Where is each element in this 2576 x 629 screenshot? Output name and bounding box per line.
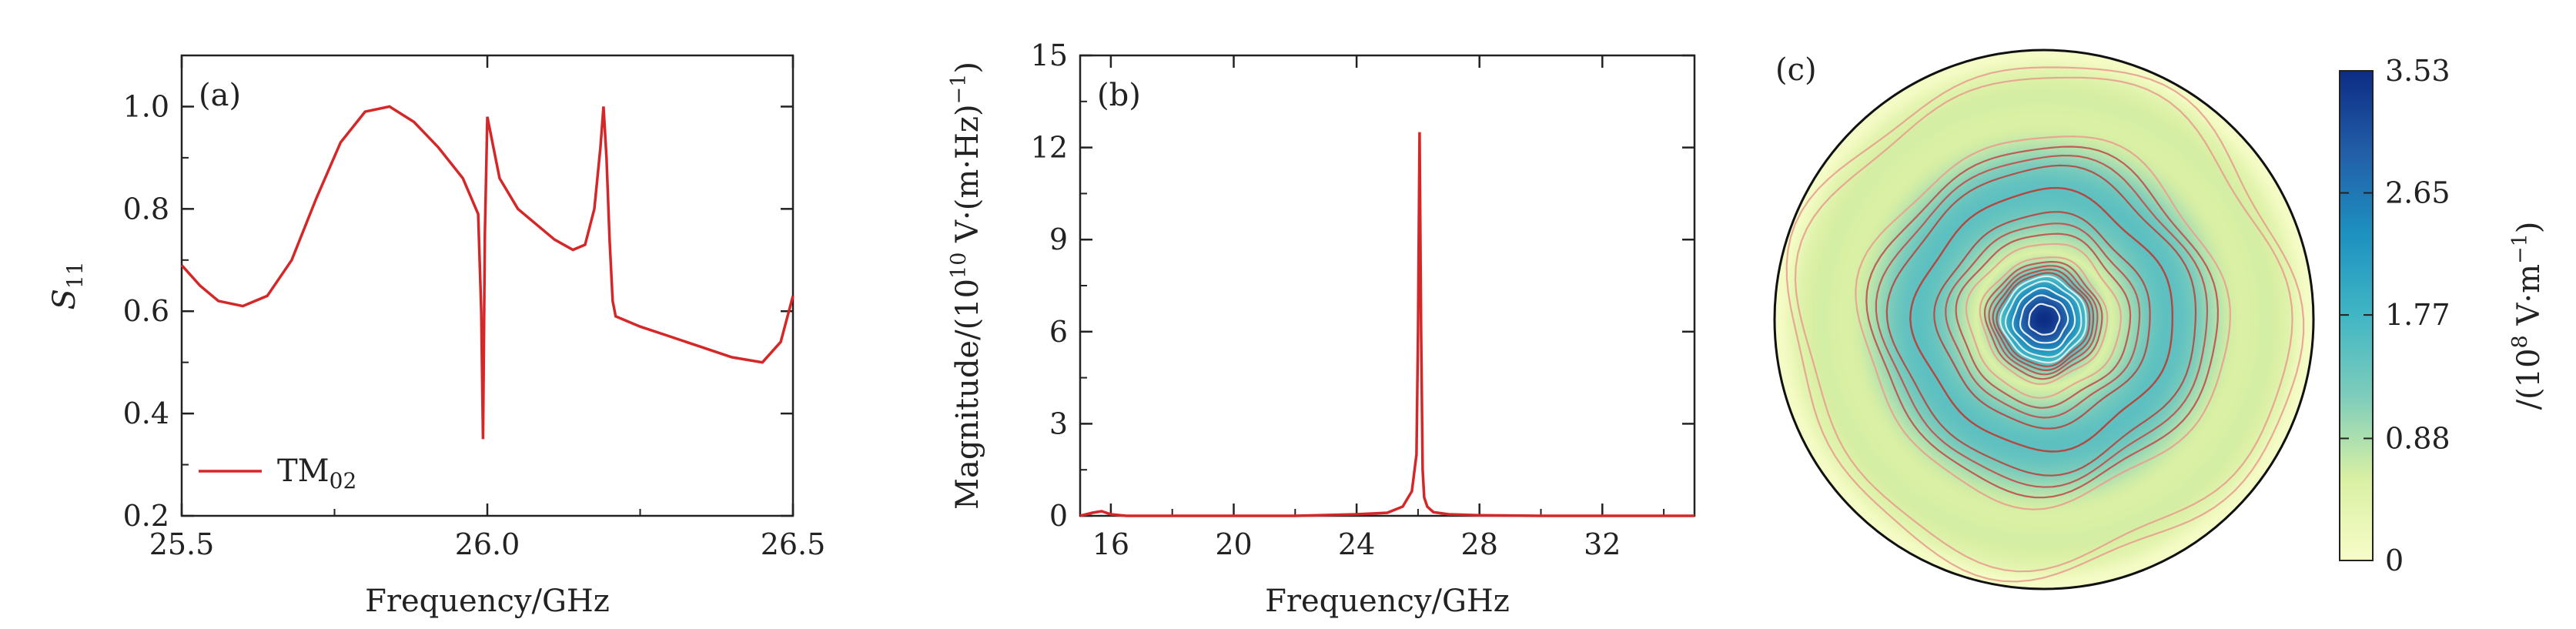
colorbar: 0 0.88 1.77 2.65 3.53 /(108 V·m−1)	[2339, 54, 2547, 577]
x-tick-label: 26.5	[761, 527, 826, 561]
panel-c-field-disk	[1775, 50, 2313, 589]
contour-line	[1794, 76, 2293, 573]
panel-a-y-axis-label: S11	[47, 261, 88, 309]
panel-b-x-ticks: 16 20 24 28 32	[1092, 55, 1665, 561]
colorbar-ticks: 0 0.88 1.77 2.65 3.53	[2340, 54, 2451, 577]
y-tick-label: 9	[1049, 222, 1068, 256]
colorbar-tick-label: 1.77	[2385, 298, 2451, 332]
contour-line	[2005, 280, 2083, 358]
y-tick-label: 0.2	[123, 499, 169, 533]
panel-b-y-ticks: 0 3 6 9 12 15	[1031, 38, 1694, 533]
contour-line	[1875, 155, 2209, 488]
x-tick-label: 26.0	[455, 527, 520, 561]
contour-line	[2019, 294, 2069, 344]
panel-a-x-ticks: 25.5 26.0 26.5	[149, 55, 826, 561]
x-tick-label: 16	[1092, 527, 1129, 561]
panel-c-disk-border	[1773, 49, 2315, 591]
y-tick-label: 0.6	[123, 294, 169, 328]
y-tick-label: 1.0	[123, 89, 169, 123]
legend-label: TM02	[277, 453, 356, 493]
x-tick-label: 25.5	[149, 527, 215, 561]
panel-b-x-axis-label: Frequency/GHz	[1265, 584, 1510, 619]
panel-c-label: (c)	[1775, 52, 1817, 88]
panel-b-spectrum-plot: 0 3 6 9 12 15 16 20 24 28 32 (b) Frequency/GHz Ma…	[947, 38, 1696, 619]
y-tick-label: 0	[1049, 499, 1068, 533]
x-tick-label: 24	[1338, 527, 1375, 561]
contour-line	[1955, 233, 2132, 409]
y-tick-label: 3	[1049, 407, 1068, 440]
y-tick-label: 12	[1031, 131, 1068, 165]
contour-line	[1979, 256, 2109, 386]
field-contour-lines	[1785, 66, 2305, 583]
contour-line	[1996, 272, 2091, 367]
contour-line	[1785, 66, 2305, 583]
panel-a-label: (a)	[199, 78, 241, 113]
contour-line	[1999, 275, 2087, 364]
panel-c-field-map: (c) 0 0.88 1.77 2.65 3.53 /(108 V·m−1)	[1773, 49, 2547, 591]
contour-line	[1988, 265, 2099, 376]
contour-line	[1983, 261, 2103, 380]
field-intensity-fill	[1775, 50, 2313, 589]
panel-b-y-axis-label: Magnitude/(1010 V·(m·Hz)−1)	[947, 62, 985, 510]
contour-line	[1855, 136, 2231, 510]
panel-a-s11-curve	[180, 105, 795, 440]
y-tick-label: 6	[1049, 315, 1068, 349]
colorbar-tick-label: 3.53	[2385, 54, 2451, 88]
panel-b-label: (b)	[1097, 78, 1141, 113]
colorbar-tick-label: 0	[2385, 544, 2404, 577]
colorbar-label: /(108 V·m−1)	[2508, 222, 2547, 410]
colorbar-tick-label: 0.88	[2385, 421, 2451, 455]
y-tick-label: 0.8	[123, 192, 169, 226]
x-tick-label: 28	[1461, 527, 1498, 561]
panel-b-frame	[1079, 54, 1696, 517]
contour-line	[1965, 243, 2122, 399]
contour-line	[1992, 268, 2095, 372]
x-tick-label: 20	[1215, 527, 1252, 561]
panel-a-legend: TM02	[199, 453, 356, 493]
contour-line	[1933, 211, 2151, 430]
contour-line	[1945, 222, 2141, 419]
contour-line	[2012, 286, 2076, 351]
panel-b-magnitude-curve	[1079, 132, 1694, 517]
contour-line	[1865, 146, 2220, 499]
contour-line	[2028, 303, 2061, 336]
y-tick-label: 15	[1031, 38, 1068, 72]
colorbar-tick-label: 2.65	[2385, 176, 2451, 210]
panel-a-s11-plot: 0.2 0.4 0.6 0.8 1.0 25.5 26.0 26.5 (a) Frequen…	[47, 54, 826, 619]
contour-line	[1909, 186, 2173, 453]
panel-a-x-axis-label: Frequency/GHz	[365, 584, 610, 619]
y-tick-label: 0.4	[123, 396, 169, 430]
x-tick-label: 32	[1584, 527, 1621, 561]
panel-a-y-ticks: 0.2 0.4 0.6 0.8 1.0	[123, 55, 793, 533]
contour-line	[1885, 164, 2197, 477]
